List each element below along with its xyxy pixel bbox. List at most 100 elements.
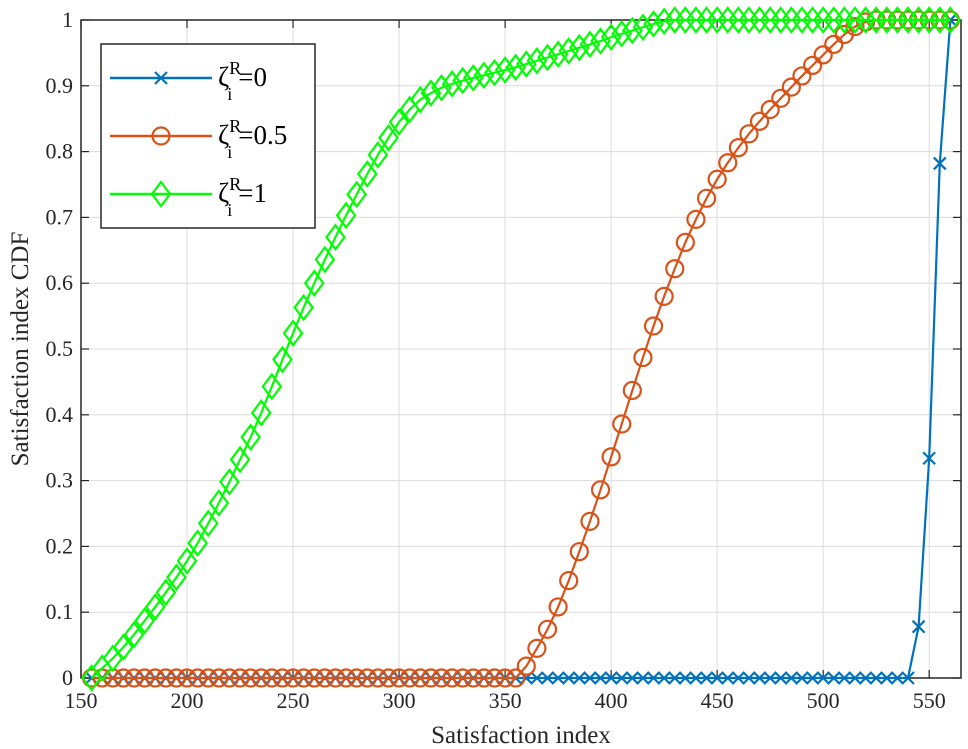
legend-swatch-marker bbox=[151, 126, 171, 146]
y-tick-label: 0.1 bbox=[46, 599, 74, 624]
data-point bbox=[802, 6, 823, 34]
data-point bbox=[614, 671, 629, 685]
data-point bbox=[699, 671, 714, 685]
data-point bbox=[600, 23, 622, 51]
data-point bbox=[335, 201, 357, 230]
x-tick-label: 450 bbox=[701, 688, 734, 713]
data-point bbox=[219, 668, 240, 688]
x-tick-label: 200 bbox=[171, 688, 204, 713]
data-point bbox=[505, 53, 527, 82]
data-point bbox=[908, 6, 929, 34]
data-point bbox=[880, 671, 894, 685]
data-point bbox=[400, 668, 420, 688]
data-point bbox=[526, 46, 548, 75]
data-point bbox=[791, 6, 813, 34]
data-point bbox=[665, 259, 685, 279]
data-point bbox=[250, 398, 272, 427]
data-point bbox=[933, 156, 947, 171]
data-point bbox=[710, 671, 724, 685]
data-point bbox=[718, 153, 738, 173]
data-point bbox=[568, 33, 590, 62]
data-point bbox=[356, 160, 378, 188]
data-point bbox=[653, 7, 675, 36]
data-point bbox=[315, 668, 335, 688]
x-axis-ticks: 150 200 250 300 350 400 450 500 550 bbox=[65, 20, 946, 713]
data-point bbox=[452, 66, 474, 95]
y-axis-ticks: 0 0.1 0.2 0.3 0.4 0.5 0.6 0.7 0.8 0.9 1 bbox=[46, 7, 961, 690]
data-point bbox=[826, 671, 841, 685]
x-tick-label: 550 bbox=[913, 688, 946, 713]
data-point bbox=[240, 423, 262, 452]
data-point bbox=[336, 668, 356, 688]
data-point bbox=[530, 671, 544, 685]
y-tick-label: 1 bbox=[62, 7, 73, 32]
data-point bbox=[897, 6, 919, 34]
data-point bbox=[678, 671, 693, 685]
data-point bbox=[780, 6, 802, 34]
data-point bbox=[813, 45, 833, 65]
legend-label-sub: i bbox=[227, 142, 232, 162]
data-point bbox=[621, 16, 643, 45]
data-point bbox=[155, 578, 177, 607]
data-point bbox=[209, 668, 229, 688]
legend-label: ζR i =1 bbox=[218, 174, 267, 220]
data-point bbox=[156, 668, 176, 688]
data-point bbox=[696, 188, 717, 208]
y-tick-label: 0.3 bbox=[46, 468, 74, 493]
data-point bbox=[537, 43, 558, 72]
data-point bbox=[812, 6, 834, 34]
data-point bbox=[805, 671, 820, 685]
data-point bbox=[540, 671, 555, 685]
data-point bbox=[739, 124, 759, 144]
data-point bbox=[707, 169, 727, 189]
data-point bbox=[177, 668, 197, 688]
legend-label: ζR i =0.5 bbox=[218, 116, 287, 162]
data-point bbox=[388, 108, 410, 136]
data-point bbox=[547, 40, 569, 69]
series-layer bbox=[81, 6, 961, 692]
data-point bbox=[229, 445, 251, 474]
data-point bbox=[816, 671, 830, 685]
data-point bbox=[453, 668, 473, 688]
data-point bbox=[431, 668, 452, 688]
data-point bbox=[792, 66, 812, 86]
data-point bbox=[261, 372, 283, 401]
data-point bbox=[262, 668, 282, 688]
data-point bbox=[367, 141, 389, 169]
legend-label-sup: R bbox=[229, 116, 241, 136]
legend-label-tail: =1 bbox=[238, 178, 267, 208]
series-2 bbox=[81, 6, 961, 692]
data-point bbox=[742, 671, 756, 685]
data-point bbox=[431, 73, 452, 102]
data-point bbox=[527, 638, 547, 658]
data-point bbox=[844, 6, 866, 34]
data-point bbox=[558, 37, 580, 65]
data-point bbox=[583, 671, 597, 685]
data-point bbox=[378, 668, 399, 688]
data-point bbox=[219, 468, 240, 496]
data-point bbox=[421, 668, 441, 688]
data-point bbox=[795, 671, 809, 685]
data-point bbox=[569, 542, 589, 562]
y-tick-label: 0.9 bbox=[46, 73, 74, 98]
data-point bbox=[929, 6, 951, 34]
x-axis-label: Satisfaction index bbox=[431, 722, 611, 749]
data-point bbox=[272, 345, 293, 374]
data-point bbox=[282, 319, 304, 348]
data-point bbox=[347, 668, 367, 688]
data-point bbox=[346, 180, 368, 209]
data-point bbox=[197, 509, 219, 538]
data-point bbox=[763, 671, 777, 685]
legend-label-sup: R bbox=[229, 58, 241, 78]
data-point bbox=[303, 269, 325, 298]
legend-label-sub: i bbox=[227, 84, 232, 104]
y-tick-label: 0.5 bbox=[46, 336, 74, 361]
legend-label-base: ζ bbox=[218, 120, 229, 150]
data-point bbox=[674, 6, 696, 34]
data-point bbox=[625, 671, 640, 685]
data-point bbox=[135, 668, 155, 688]
legend-label-sup: R bbox=[229, 174, 241, 194]
data-point bbox=[865, 6, 887, 34]
data-point bbox=[304, 668, 324, 688]
